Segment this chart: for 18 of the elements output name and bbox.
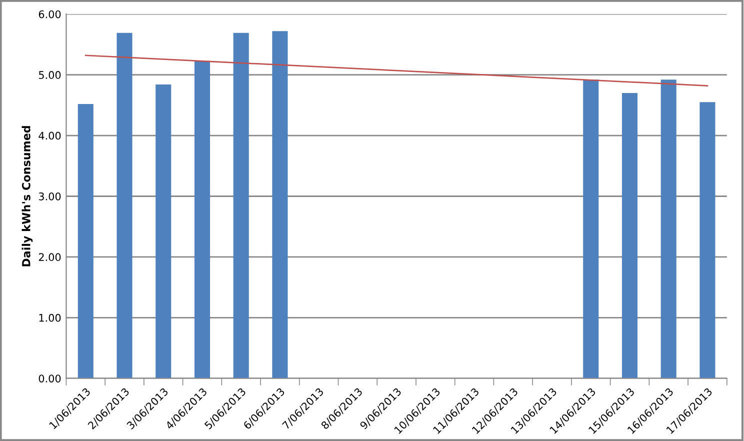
y-tick-label: 6.00 [38, 10, 61, 18]
bar [194, 60, 210, 378]
bar [622, 93, 638, 378]
y-tick-label: 0.00 [38, 374, 61, 382]
bar [660, 80, 676, 378]
y-axis-title: Daily kWh's Consumed [22, 126, 33, 266]
bar [583, 80, 599, 378]
bar [156, 84, 172, 378]
y-tick-label: 4.00 [38, 132, 61, 140]
bar [233, 32, 249, 378]
y-tick-label: 2.00 [38, 253, 61, 262]
bar [78, 104, 94, 378]
y-tick-label: 5.00 [38, 71, 61, 79]
bar [272, 31, 288, 378]
y-tick-label: 3.00 [38, 192, 61, 200]
y-tick-label: 1.00 [39, 314, 61, 322]
bar [700, 102, 716, 378]
bar [116, 32, 132, 378]
